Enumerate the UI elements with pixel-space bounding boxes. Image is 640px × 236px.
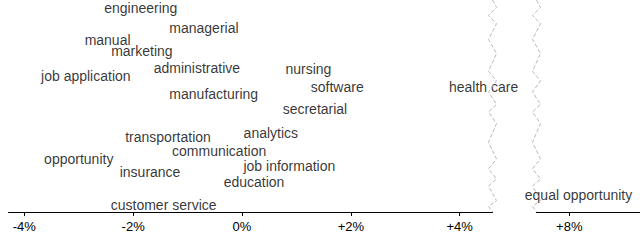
svg-text:secretarial: secretarial xyxy=(283,101,348,117)
svg-text:administrative: administrative xyxy=(154,60,241,76)
svg-text:job information: job information xyxy=(242,158,335,174)
svg-text:equal opportunity: equal opportunity xyxy=(524,187,633,203)
svg-text:opportunity: opportunity xyxy=(44,151,113,167)
svg-text:-4%: -4% xyxy=(13,219,37,234)
svg-text:+8%: +8% xyxy=(556,219,583,234)
svg-text:+4%: +4% xyxy=(447,219,474,234)
svg-text:marketing: marketing xyxy=(111,43,172,59)
svg-text:-2%: -2% xyxy=(122,219,146,234)
svg-text:manual: manual xyxy=(84,32,131,49)
svg-text:education: education xyxy=(224,174,285,190)
svg-text:job application: job application xyxy=(40,68,131,84)
svg-text:health care: health care xyxy=(449,79,518,95)
svg-text:manufacturing: manufacturing xyxy=(169,86,258,102)
svg-text:+2%: +2% xyxy=(338,219,365,234)
svg-text:customer service: customer service xyxy=(111,197,217,213)
svg-text:0%: 0% xyxy=(233,219,252,234)
svg-text:nursing: nursing xyxy=(285,61,331,77)
svg-text:transportation: transportation xyxy=(125,128,211,145)
svg-text:analytics: analytics xyxy=(244,125,298,141)
svg-text:software: software xyxy=(311,79,364,95)
svg-text:insurance: insurance xyxy=(120,164,181,180)
svg-text:managerial: managerial xyxy=(169,20,238,36)
svg-text:engineering: engineering xyxy=(104,0,177,16)
svg-text:communication: communication xyxy=(172,143,266,159)
